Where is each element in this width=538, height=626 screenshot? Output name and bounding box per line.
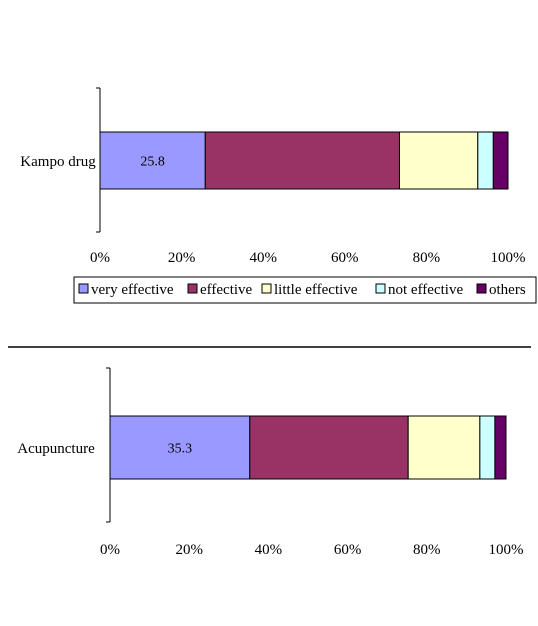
- bar-segment-very-effective: [99, 131, 206, 190]
- legend-label-effective: effective: [200, 282, 253, 298]
- x-tick-label: 40%: [255, 542, 283, 558]
- legend-swatch-others: [476, 283, 487, 294]
- x-tick-label: 20%: [168, 250, 196, 266]
- legend-swatch-little-effective: [261, 283, 272, 294]
- legend-swatch-effective: [187, 283, 198, 294]
- x-tick-label: 80%: [413, 542, 441, 558]
- legend-label-others: others: [489, 282, 526, 298]
- legend-swatch-not-effective: [375, 283, 386, 294]
- bar-segment-not-effective: [477, 131, 494, 190]
- bar-segment-little-effective: [407, 415, 481, 480]
- x-tick-label: 100%: [489, 542, 524, 558]
- bar-segment-little-effective: [398, 131, 479, 190]
- bar-segment-not-effective: [479, 415, 496, 480]
- bar-segment-others: [492, 131, 509, 190]
- x-tick-label: 20%: [175, 542, 203, 558]
- legend-box: [73, 276, 537, 304]
- x-tick-label: 0%: [100, 542, 120, 558]
- category-label: Acupuncture: [17, 441, 95, 457]
- x-tick-label: 80%: [413, 250, 441, 266]
- bar-segment-effective: [249, 415, 409, 480]
- legend-label-little-effective: little effective: [274, 282, 358, 298]
- x-tick-label: 60%: [334, 542, 362, 558]
- bar-segment-others: [494, 415, 507, 480]
- legend-label-very-effective: very effective: [91, 282, 174, 298]
- data-label-very-effective: 25.8: [140, 155, 165, 170]
- data-label-very-effective: 35.3: [168, 442, 193, 457]
- bar-segment-effective: [204, 131, 400, 190]
- x-tick-label: 60%: [331, 250, 359, 266]
- x-tick-label: 0%: [90, 250, 110, 266]
- category-label: Kampo drug: [20, 154, 96, 170]
- bar-segment-very-effective: [109, 415, 251, 480]
- legend-swatch-very-effective: [78, 283, 89, 294]
- x-tick-label: 100%: [491, 250, 526, 266]
- legend-label-not-effective: not effective: [388, 282, 463, 298]
- x-tick-label: 40%: [249, 250, 277, 266]
